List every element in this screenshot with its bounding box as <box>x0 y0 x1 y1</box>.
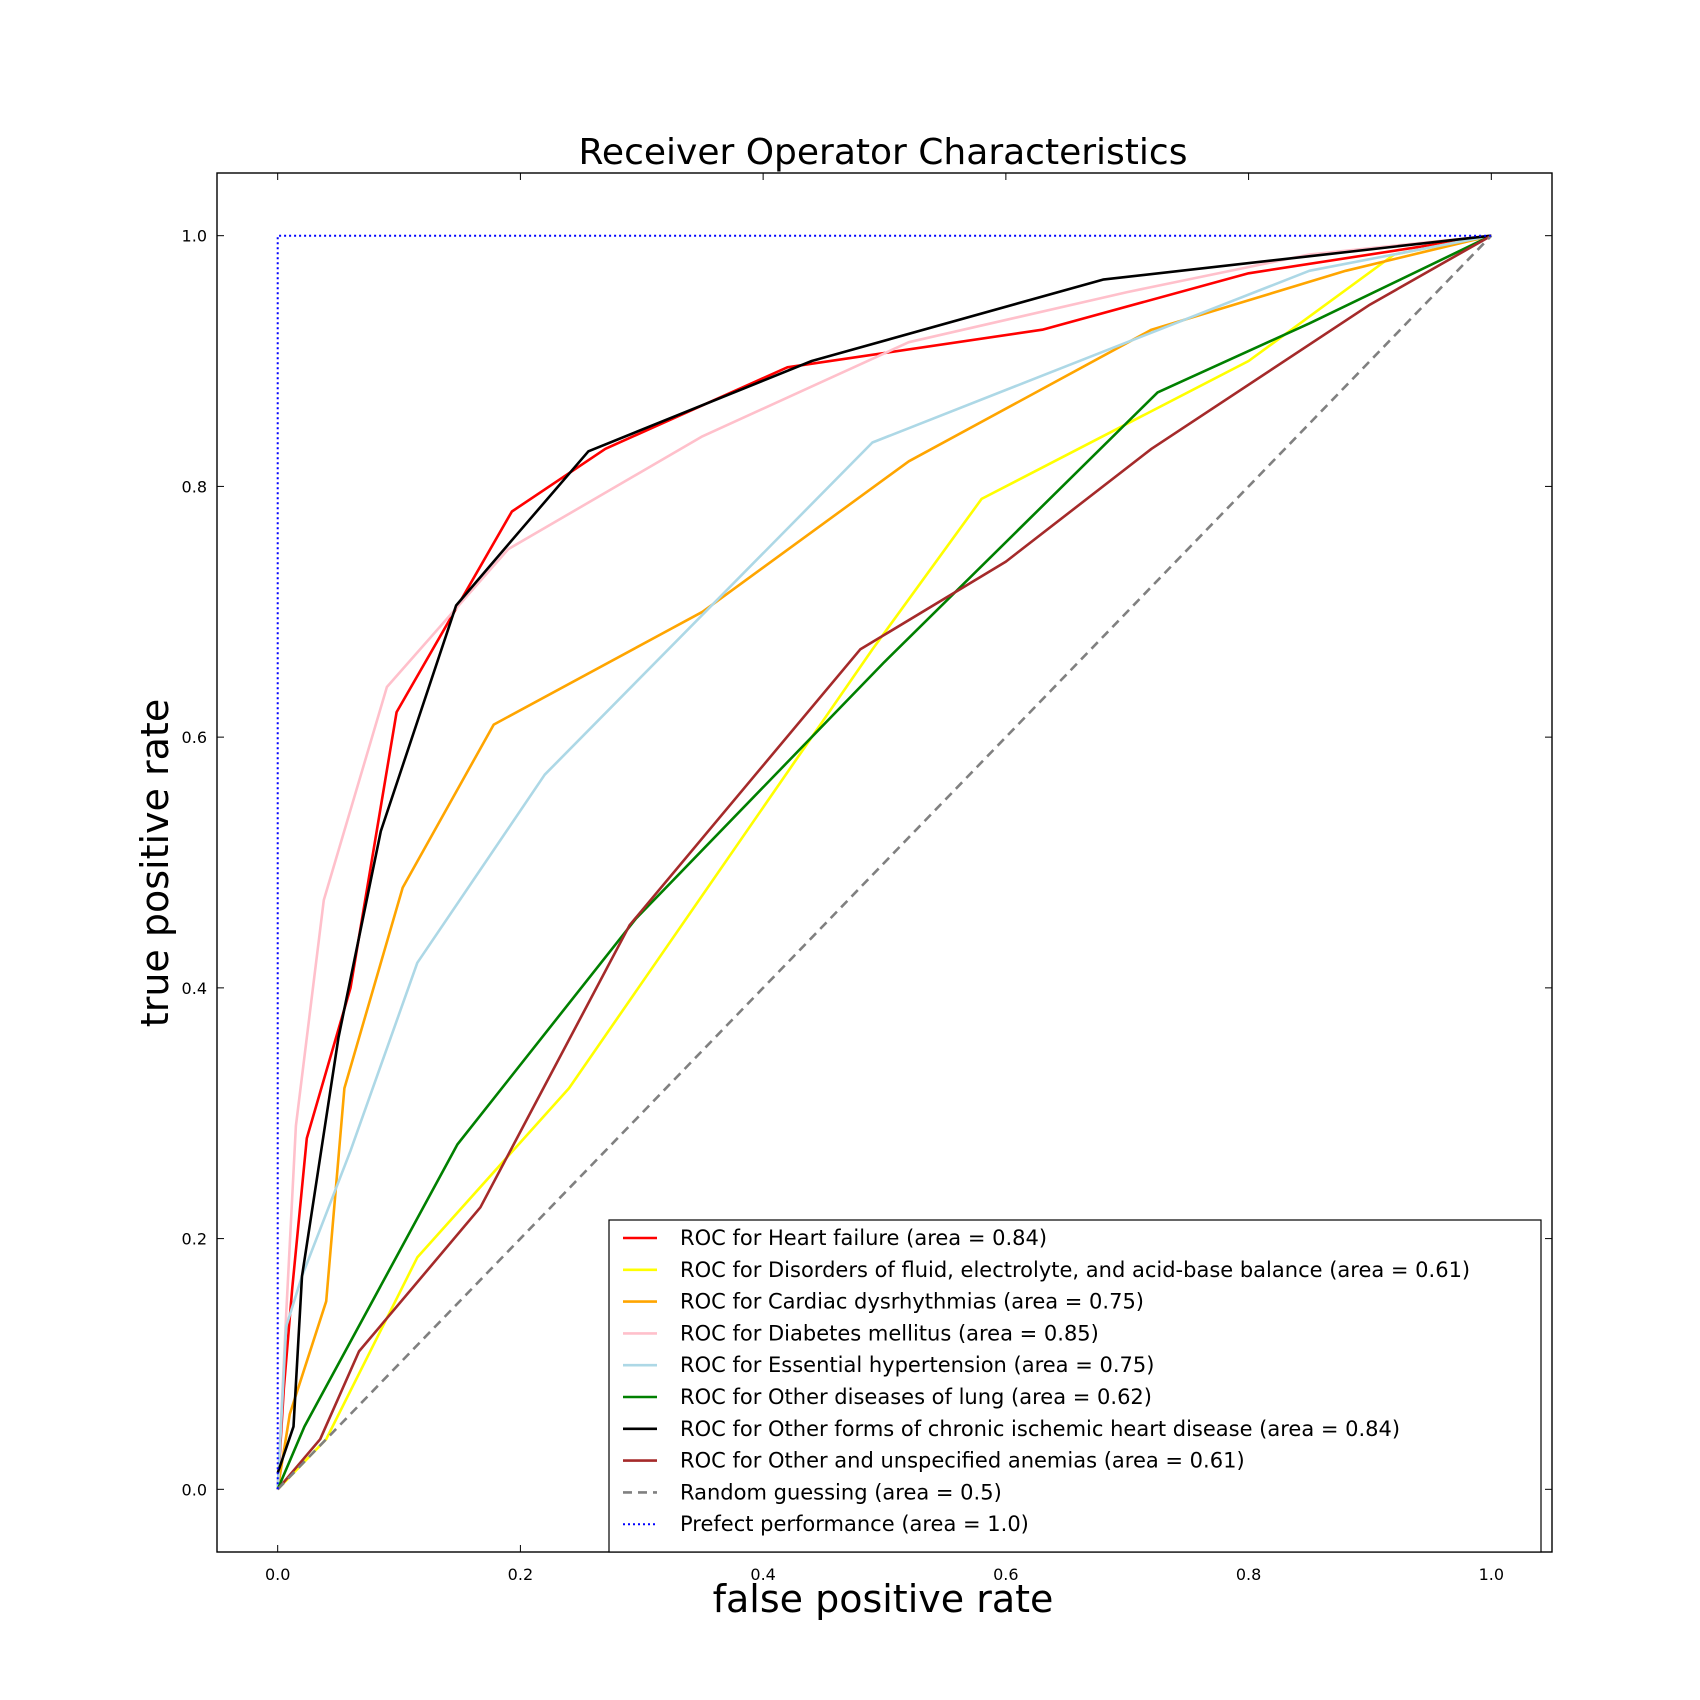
series-line-8 <box>276 234 1493 1491</box>
legend-entry-4: ROC for Essential hypertension (area = 0… <box>680 1353 1154 1377</box>
y-axis-label: true positive rate <box>133 699 177 1027</box>
legend-entry-0: ROC for Heart failure (area = 0.84) <box>680 1226 1047 1250</box>
legend-entry-9: Prefect performance (area = 1.0) <box>680 1512 1029 1536</box>
legend: ROC for Heart failure (area = 0.84) ROC f… <box>608 1219 1542 1553</box>
legend-entry-5: ROC for Other diseases of lung (area = 0… <box>680 1385 1152 1409</box>
legend-entry-8: Random guessing (area = 0.5) <box>680 1480 1002 1504</box>
legend-entry-6: ROC for Other forms of chronic ischemic … <box>680 1417 1400 1441</box>
x-tick-label: 0.4 <box>750 1565 775 1584</box>
legend-entry-1: ROC for Disorders of fluid, electrolyte,… <box>680 1258 1470 1282</box>
y-tick-label: 0.6 <box>182 728 207 747</box>
legend-entry-3: ROC for Diabetes mellitus (area = 0.85) <box>680 1321 1099 1345</box>
series-line-4 <box>276 234 1492 1490</box>
plot-lines <box>276 234 1493 1491</box>
y-tick-label: 0.2 <box>182 1230 207 1249</box>
legend-box <box>608 1219 1542 1553</box>
series-line-5 <box>276 234 1492 1490</box>
y-tick-label: 0.0 <box>182 1480 207 1499</box>
chart-title: Receiver Operator Characteristics <box>579 132 1188 173</box>
x-tick-label: 1.0 <box>1479 1565 1504 1584</box>
series-line-3 <box>276 234 1492 1490</box>
y-tick-label: 0.4 <box>182 979 207 998</box>
x-axis-label: false positive rate <box>713 1577 1054 1621</box>
x-tick-label: 0.2 <box>508 1565 533 1584</box>
x-tick-label: 0.6 <box>993 1565 1018 1584</box>
x-tick-label: 0.8 <box>1236 1565 1261 1584</box>
x-tick-label: 0.0 <box>265 1565 290 1584</box>
y-tick-label: 0.8 <box>182 477 207 496</box>
series-line-1 <box>276 234 1492 1491</box>
legend-entry-2: ROC for Cardiac dysrhythmias (area = 0.7… <box>680 1290 1144 1314</box>
legend-entry-7: ROC for Other and unspecified anemias (a… <box>680 1449 1245 1473</box>
y-tick-label: 1.0 <box>182 227 207 246</box>
series-line-2 <box>276 234 1492 1490</box>
series-line-7 <box>276 234 1492 1491</box>
series-line-6 <box>276 234 1492 1474</box>
